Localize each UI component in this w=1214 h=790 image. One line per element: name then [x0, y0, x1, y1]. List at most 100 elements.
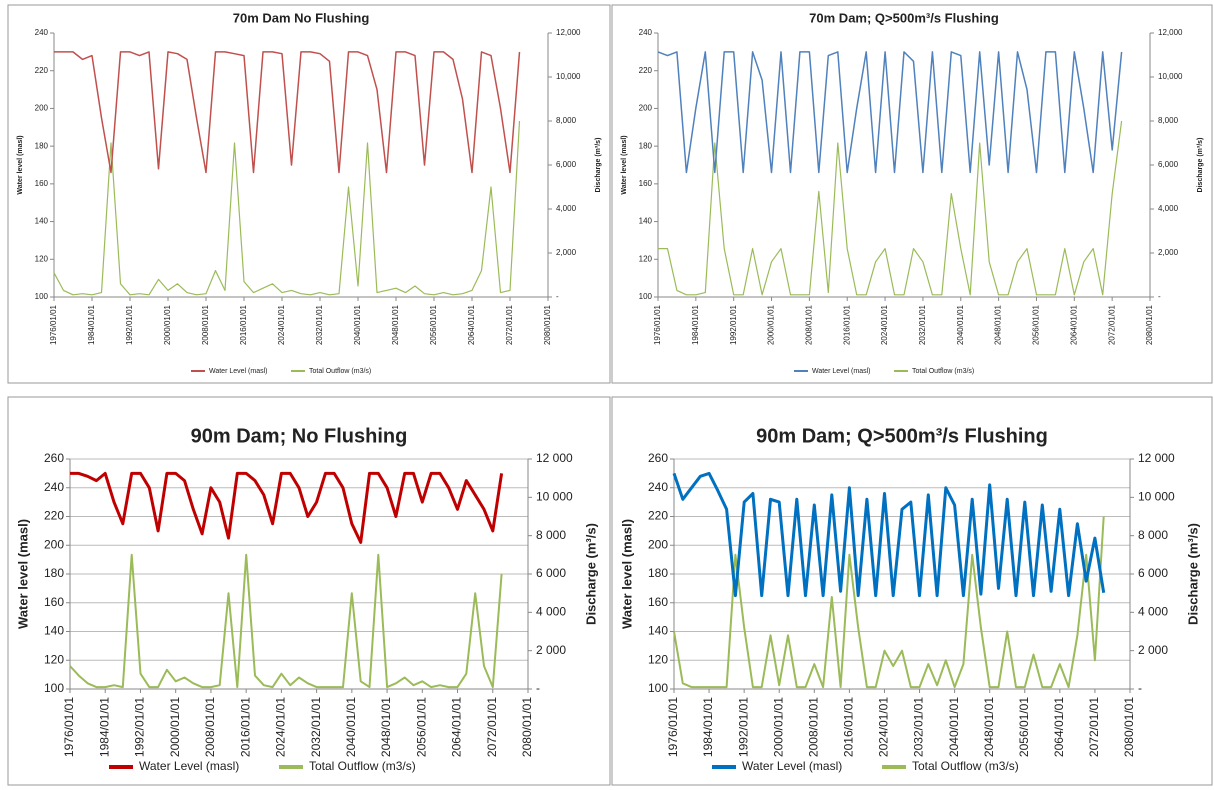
x-tick-label: 2024/01/01	[274, 697, 288, 757]
x-tick-label: 1992/01/01	[133, 697, 147, 757]
y2-tick-label: 10 000	[1138, 490, 1175, 504]
series-line	[70, 471, 504, 544]
x-tick-label: 2024/01/01	[277, 304, 286, 345]
chart-panel: 90m Dam; No Flushing 100 120 140 160 180 200 22…	[7, 396, 611, 786]
x-tick-label: 2056/01/01	[1032, 304, 1041, 345]
x-tick-label: 2040/01/01	[344, 697, 358, 757]
x-tick-label: 2080/01/01	[543, 304, 552, 345]
x-tick-label: 1992/01/01	[736, 697, 750, 757]
y-tick-label: 120	[44, 652, 64, 666]
x-tick-label: 2016/01/01	[238, 697, 252, 757]
panel-border	[7, 4, 611, 384]
x-tick-label: 2064/01/01	[450, 697, 464, 757]
x-tick-label: 2072/01/01	[1087, 697, 1101, 757]
y2-tick-label: 4 000	[536, 605, 566, 619]
x-tick-label: 2072/01/01	[505, 304, 514, 345]
y-tick-label: 160	[639, 179, 653, 188]
x-tick-label: 2080/01/01	[520, 697, 534, 757]
x-tick-label: 2024/01/01	[877, 697, 891, 757]
x-tick-label: 2048/01/01	[379, 697, 393, 757]
y2-axis-title: Discharge (m³/s)	[583, 523, 598, 625]
y2-tick-label: 6 000	[1138, 566, 1168, 580]
chart-panel: 70m Dam No Flushing 100 120 140 160 180 200 220…	[7, 4, 611, 384]
y2-tick-label: 2 000	[536, 643, 566, 657]
y-axis-title: Water level (masl)	[17, 135, 24, 194]
x-tick-label: 2000/01/01	[767, 304, 776, 345]
y-tick-label: 100	[35, 292, 49, 301]
panel-border	[611, 4, 1213, 384]
y2-axis-title: Discharge (m³/s)	[595, 138, 602, 193]
y2-tick-label: 10 000	[536, 490, 573, 504]
legend-label: Total Outflow (m3/s)	[309, 759, 416, 773]
y-tick-label: 260	[44, 451, 64, 465]
x-tick-label: 1984/01/01	[691, 304, 700, 345]
x-tick-label: 2080/01/01	[1122, 697, 1136, 757]
y-tick-label: 120	[639, 254, 653, 263]
series-line	[54, 51, 521, 174]
y2-tick-label: 2,000	[556, 248, 577, 257]
x-tick-label: 2040/01/01	[353, 304, 362, 345]
x-tick-label: 2032/01/01	[918, 304, 927, 345]
x-tick-label: 2016/01/01	[842, 304, 851, 345]
y-tick-label: 240	[648, 480, 668, 494]
chart-title: 90m Dam; Q>500m³/s Flushing	[756, 425, 1048, 447]
panel-border	[611, 396, 1213, 786]
x-tick-label: 2064/01/01	[1069, 304, 1078, 345]
legend-label: Water Level (masl)	[742, 759, 842, 773]
x-tick-label: 2008/01/01	[804, 304, 813, 345]
x-tick-label: 2040/01/01	[947, 697, 961, 757]
series-line	[672, 471, 1106, 598]
series-line	[658, 120, 1123, 296]
x-tick-label: 1992/01/01	[729, 304, 738, 345]
legend-label: Total Outflow (m3/s)	[912, 368, 974, 375]
x-tick-label: 2080/01/01	[1145, 304, 1154, 345]
y2-tick-label: 10,000	[556, 72, 581, 81]
x-tick-label: 1992/01/01	[125, 304, 134, 345]
series-line	[657, 51, 1123, 174]
y2-tick-label: 6,000	[1158, 160, 1179, 169]
x-tick-label: 2000/01/01	[163, 304, 172, 345]
x-tick-label: 2008/01/01	[806, 697, 820, 757]
legend-label: Water Level (masl)	[209, 368, 267, 375]
series-line	[673, 516, 1105, 689]
y2-axis-title: Discharge (m³/s)	[1185, 523, 1200, 625]
y2-tick-label: 8 000	[536, 528, 566, 542]
x-tick-label: 2056/01/01	[1017, 697, 1031, 757]
x-tick-label: 1976/01/01	[666, 697, 680, 757]
x-tick-label: 1976/01/01	[49, 304, 58, 345]
y2-tick-label: -	[1138, 681, 1142, 695]
x-tick-label: 2032/01/01	[912, 697, 926, 757]
x-tick-label: 2024/01/01	[880, 304, 889, 345]
x-tick-label: 2032/01/01	[309, 697, 323, 757]
chart-panel: 70m Dam; Q>500m³/s Flushing 100 120 140 160 1…	[611, 4, 1213, 384]
x-tick-label: 2072/01/01	[485, 697, 499, 757]
y-tick-label: 120	[35, 254, 49, 263]
y2-tick-label: -	[536, 681, 540, 695]
y-tick-label: 200	[44, 537, 64, 551]
y-tick-label: 140	[35, 217, 49, 226]
x-tick-label: 2000/01/01	[168, 697, 182, 757]
legend-label: Total Outflow (m3/s)	[309, 368, 371, 375]
x-tick-label: 2056/01/01	[414, 697, 428, 757]
y-tick-label: 180	[648, 566, 668, 580]
y2-tick-label: 2 000	[1138, 643, 1168, 657]
x-tick-label: 1976/01/01	[62, 697, 76, 757]
y2-tick-label: 10,000	[1158, 72, 1183, 81]
chart-title: 70m Dam No Flushing	[233, 10, 370, 25]
y2-tick-label: 8,000	[1158, 116, 1179, 125]
y-tick-label: 180	[44, 566, 64, 580]
y-tick-label: 180	[35, 141, 49, 150]
x-tick-label: 2016/01/01	[842, 697, 856, 757]
y-tick-label: 180	[639, 141, 653, 150]
chart-panel: 90m Dam; Q>500m³/s Flushing 100 120 140 160 1…	[611, 396, 1213, 786]
panel-border	[7, 396, 611, 786]
y2-tick-label: 8 000	[1138, 528, 1168, 542]
x-tick-label: 2048/01/01	[994, 304, 1003, 345]
y2-tick-label: 6 000	[536, 566, 566, 580]
series-line	[53, 120, 521, 296]
y-tick-label: 140	[639, 217, 653, 226]
x-tick-label: 2032/01/01	[315, 304, 324, 345]
y-tick-label: 120	[648, 652, 668, 666]
chart-title: 70m Dam; Q>500m³/s Flushing	[809, 10, 999, 25]
x-tick-label: 2008/01/01	[201, 304, 210, 345]
